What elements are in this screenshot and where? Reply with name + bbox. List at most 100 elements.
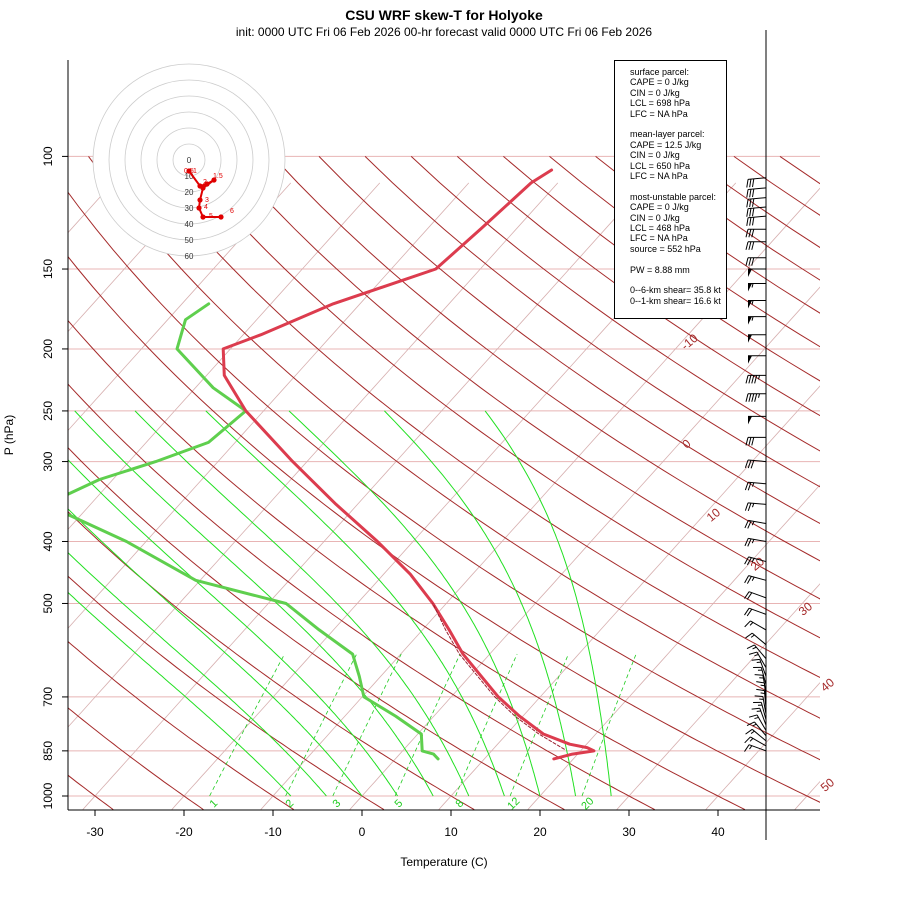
wind-barb-half-feather	[750, 730, 755, 734]
wind-barb	[748, 714, 767, 731]
isotherm-line	[705, 682, 820, 810]
mean-layer-parcel-group: mean-layer parcel: CAPE = 12.5 J/kg CIN …	[630, 129, 722, 181]
wind-barb	[744, 502, 767, 512]
pressure-axis: 100 150 200 250 300 400 500 700 850 1000	[41, 146, 68, 809]
wind-barb-feather	[745, 241, 749, 250]
surface-parcel-group: surface parcel: CAPE = 0 J/kg CIN = 0 J/…	[630, 67, 722, 119]
wind-barb	[744, 607, 767, 617]
dry-adiabat-line	[68, 511, 475, 810]
wind-barb-half-feather	[751, 300, 754, 305]
most-unstable-cin: CIN = 0 J/kg	[630, 212, 680, 223]
y-axis-label: P (hPa)	[2, 415, 16, 455]
wind-barb-half-feather	[751, 558, 755, 563]
wind-barb-shaft	[759, 659, 767, 677]
temperature-tick-label: -20	[175, 825, 193, 839]
wind-barb	[746, 215, 767, 226]
wind-barb	[746, 644, 767, 660]
wind-barb	[744, 736, 767, 747]
wind-barb-feather	[748, 393, 752, 402]
wind-barb-shaft	[748, 177, 767, 180]
wind-barb-feather	[752, 188, 755, 198]
wind-barb-feather	[745, 437, 749, 446]
wind-barb-feather	[744, 502, 749, 511]
wind-barb-feather	[745, 375, 749, 384]
hodograph-ring-label: 20	[185, 188, 194, 197]
wind-barb-feather	[744, 591, 750, 599]
wind-barb-pennant	[748, 269, 752, 277]
isotherm-line	[68, 182, 381, 530]
wind-barb-feather	[752, 178, 755, 188]
wind-barb-feather	[748, 714, 758, 718]
dry-adiabat-line	[68, 319, 746, 810]
pressure-tick-label: 400	[41, 531, 55, 551]
moist-adiabat-line	[288, 410, 541, 797]
wind-barb-half-feather	[752, 723, 757, 727]
wind-barb-pennant	[748, 316, 752, 325]
wind-barb-shaft	[750, 620, 767, 631]
wind-barb-pennant	[748, 334, 752, 343]
wind-barb-feather	[744, 520, 749, 529]
wind-barb-shaft	[760, 702, 767, 720]
moist-adiabat-line	[68, 591, 292, 797]
pressure-tick-label: 300	[41, 451, 55, 471]
wind-barb-shaft	[754, 721, 767, 737]
hodograph-ring-label: 0	[187, 156, 192, 165]
wind-barb-pennant	[748, 300, 752, 309]
wind-barb-feather	[751, 707, 760, 710]
most-unstable-lcl: LCL = 468 hPa	[630, 223, 690, 234]
moist-adiabat-line	[384, 410, 577, 797]
mixing-ratio-line	[285, 653, 357, 797]
wind-barb	[746, 206, 767, 217]
wind-barb-shaft	[748, 575, 767, 581]
wind-barb-shaft	[748, 502, 767, 505]
wind-barb-feather	[746, 592, 753, 600]
hodograph-ring	[92, 63, 286, 257]
wind-barb-shaft	[759, 708, 767, 726]
wind-barb-half-feather	[749, 738, 754, 742]
wind-barb	[745, 228, 766, 238]
wind-barb-half-feather	[754, 716, 759, 720]
wind-barb-feather	[748, 257, 752, 266]
wind-barb	[746, 187, 767, 198]
wind-barb-feather	[746, 608, 753, 617]
dry-adiabat-line	[134, 156, 820, 679]
wind-barb	[748, 316, 766, 325]
surface-cin: CIN = 0 J/kg	[630, 87, 680, 98]
dry-adiabat-line	[68, 446, 565, 810]
mixing-ratio-line	[509, 653, 569, 797]
wind-barb	[745, 393, 766, 402]
mixing-ratio-line	[332, 653, 402, 797]
wind-barb-feather	[744, 556, 750, 565]
pressure-tick-label: 150	[41, 259, 55, 279]
wind-barb	[748, 651, 767, 668]
pressure-tick-label: 850	[41, 741, 55, 761]
hodograph-height-label: 3	[205, 197, 209, 204]
wind-barb	[745, 257, 766, 266]
wind-barb-half-feather	[760, 692, 765, 695]
plot-frame	[67, 60, 820, 811]
wind-barb	[754, 695, 767, 715]
wind-barb	[744, 744, 767, 752]
mixing-ratio-line	[209, 653, 285, 797]
wind-barb	[745, 374, 766, 384]
wind-barb-half-feather	[751, 503, 755, 508]
mean-layer-header: mean-layer parcel:	[630, 129, 705, 140]
wind-barb-shaft	[762, 696, 767, 715]
temperature-tick-label: 30	[622, 825, 636, 839]
wind-barb-half-feather	[758, 375, 761, 380]
wind-barb-feather	[746, 199, 749, 208]
dry-adiabat-line	[180, 156, 820, 639]
wind-barb	[744, 459, 767, 469]
moist-adiabat-line	[68, 459, 399, 797]
wind-barb-half-feather	[752, 646, 757, 650]
wind-barb-shaft	[756, 651, 767, 668]
dry-adiabat-line	[68, 575, 385, 810]
wind-barb-shaft	[760, 667, 767, 685]
wind-barb-shaft	[751, 632, 767, 646]
wind-barb-feather	[748, 651, 758, 655]
pressure-tick-label: 200	[41, 339, 55, 359]
wind-barb-feather	[744, 607, 750, 616]
shear-0-1km: 0--1-km shear= 16.6 kt	[630, 295, 721, 306]
hodograph-point	[186, 168, 192, 174]
